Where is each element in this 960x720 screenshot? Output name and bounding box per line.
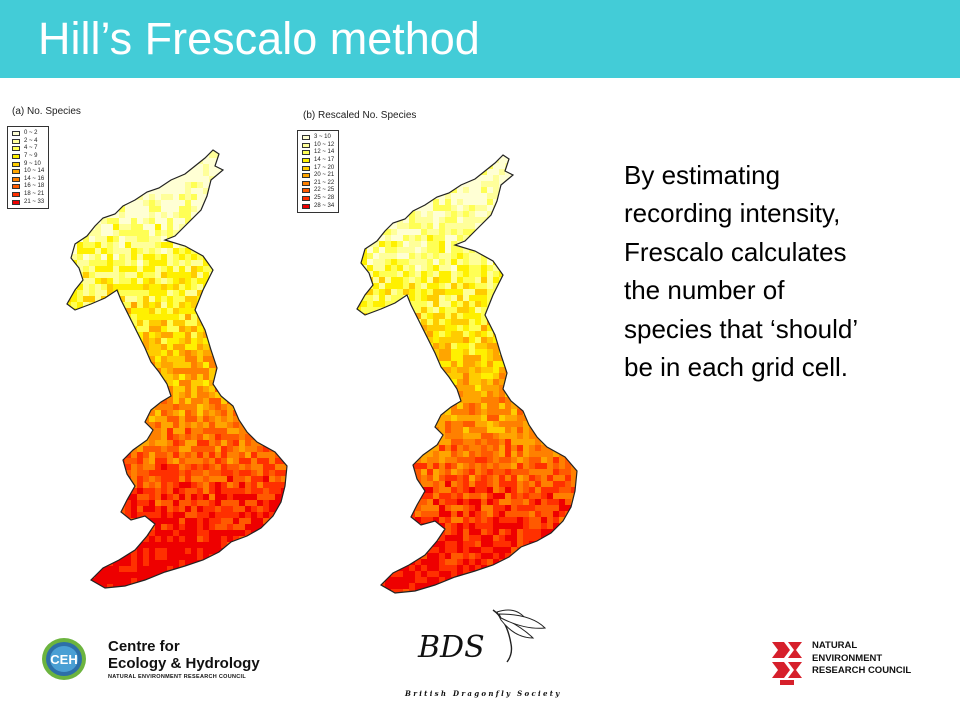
legend-label: 18 ~ 21: [24, 191, 45, 198]
legend-swatch: [12, 146, 20, 152]
legend-label: 14 ~ 17: [314, 157, 335, 164]
legend-swatch: [302, 188, 310, 194]
body-line: By estimating: [624, 160, 781, 190]
ceh-line1: Centre for: [108, 638, 180, 655]
ceh-logo-text: Centre for Ecology & Hydrology NATURAL E…: [108, 638, 260, 682]
legend-item: 12 ~ 14: [302, 149, 334, 157]
title-bar: Hill’s Frescalo method: [0, 0, 960, 78]
legend-label: 4 ~ 7: [24, 145, 38, 152]
legend-item: 14 ~ 17: [302, 157, 334, 165]
map-a-species-map: [66, 149, 288, 589]
grid-cells: [67, 150, 287, 588]
legend-swatch: [12, 138, 20, 144]
legend-swatch: [12, 176, 20, 182]
legend-item: 3 ~ 10: [302, 134, 334, 142]
legend-swatch: [302, 173, 310, 179]
legend-item: 18 ~ 21: [12, 191, 44, 199]
nerc-logo-text: NATURAL ENVIRONMENT RESEARCH COUNCIL: [812, 640, 911, 678]
legend-item: 7 ~ 9: [12, 153, 44, 161]
legend-item: 9 ~ 10: [12, 160, 44, 168]
body-line: be in each grid cell.: [624, 352, 849, 383]
legend-label: 3 ~ 10: [314, 134, 331, 141]
legend-swatch: [302, 180, 310, 186]
legend-label: 28 ~ 34: [314, 202, 335, 209]
map-b-title: (b) Rescaled No. Species: [303, 110, 417, 121]
nerc-line: NATURAL: [812, 640, 858, 651]
legend-label: 2 ~ 4: [24, 137, 38, 144]
grid-cells: [357, 155, 577, 593]
legend-label: 21 ~ 22: [314, 179, 335, 186]
body-line: species that ‘should’: [624, 313, 859, 344]
legend-item: 2 ~ 4: [12, 138, 44, 146]
map-b-legend: 3 ~ 10 10 ~ 12 12 ~ 14 14 ~ 17 17 ~ 20 20 ~ 2…: [297, 130, 340, 213]
bds-logo: BDS British Dragonfly Society: [405, 604, 559, 700]
legend-item: 10 ~ 12: [302, 142, 334, 150]
legend-swatch: [12, 154, 20, 160]
dragonfly-icon: [492, 609, 547, 663]
legend-item: 21 ~ 22: [302, 180, 334, 188]
legend-swatch: [302, 165, 310, 171]
bds-tagline: British Dragonfly Society: [405, 689, 562, 698]
legend-label: 0 ~ 2: [24, 130, 38, 137]
legend-label: 7 ~ 9: [24, 153, 38, 160]
legend-label: 10 ~ 12: [314, 141, 335, 148]
ceh-emblem-text: CEH: [50, 652, 77, 667]
legend-swatch: [302, 203, 310, 209]
legend-swatch: [302, 196, 310, 202]
ceh-logo-icon: CEH: [42, 638, 86, 680]
map-b-rescaled-map: [356, 154, 578, 594]
legend-item: 14 ~ 16: [12, 176, 44, 184]
ceh-line3: NATURAL ENVIRONMENT RESEARCH COUNCIL: [108, 674, 247, 680]
legend-label: 25 ~ 28: [314, 195, 335, 202]
legend-swatch: [12, 131, 20, 137]
legend-label: 17 ~ 20: [314, 164, 335, 171]
legend-item: 4 ~ 7: [12, 145, 44, 153]
body-line: recording intensity,: [624, 198, 841, 229]
nerc-line: RESEARCH COUNCIL: [812, 665, 912, 676]
legend-swatch: [302, 158, 310, 164]
legend-item: 28 ~ 34: [302, 202, 334, 210]
map-a-title: (a) No. Species: [12, 106, 81, 117]
legend-swatch: [302, 150, 310, 156]
legend-item: 17 ~ 20: [302, 164, 334, 172]
nerc-line: ENVIRONMENT: [812, 652, 883, 664]
legend-swatch: [12, 161, 20, 167]
legend-item: 25 ~ 28: [302, 195, 334, 203]
legend-item: 0 ~ 2: [12, 130, 44, 138]
legend-item: 10 ~ 14: [12, 168, 44, 176]
legend-label: 20 ~ 21: [314, 172, 335, 179]
legend-swatch: [12, 192, 20, 198]
coastline: [66, 149, 288, 589]
body-line: the number of: [624, 275, 785, 306]
bds-name: BDS: [418, 630, 485, 665]
legend-swatch: [12, 184, 20, 190]
legend-item: 21 ~ 33: [12, 198, 44, 206]
legend-item: 22 ~ 25: [302, 187, 334, 195]
ceh-line2: Ecology & Hydrology: [108, 655, 260, 672]
legend-label: 21 ~ 33: [24, 198, 45, 205]
body-text: By estimating recording intensity, Fresc…: [624, 156, 924, 386]
body-line: Frescalo calculates: [624, 236, 847, 267]
coastline: [356, 154, 578, 594]
nerc-logo-icon: [772, 642, 802, 685]
legend-label: 14 ~ 16: [24, 175, 45, 182]
legend-item: 16 ~ 18: [12, 183, 44, 191]
legend-label: 12 ~ 14: [314, 149, 335, 156]
legend-label: 16 ~ 18: [24, 183, 45, 190]
legend-swatch: [12, 199, 20, 205]
slide-title: Hill’s Frescalo method: [38, 13, 480, 64]
legend-swatch: [302, 142, 310, 148]
legend-label: 22 ~ 25: [314, 187, 335, 194]
legend-item: 20 ~ 21: [302, 172, 334, 180]
legend-label: 10 ~ 14: [24, 168, 45, 175]
legend-label: 9 ~ 10: [24, 160, 41, 167]
legend-swatch: [12, 169, 20, 175]
legend-swatch: [302, 135, 310, 141]
